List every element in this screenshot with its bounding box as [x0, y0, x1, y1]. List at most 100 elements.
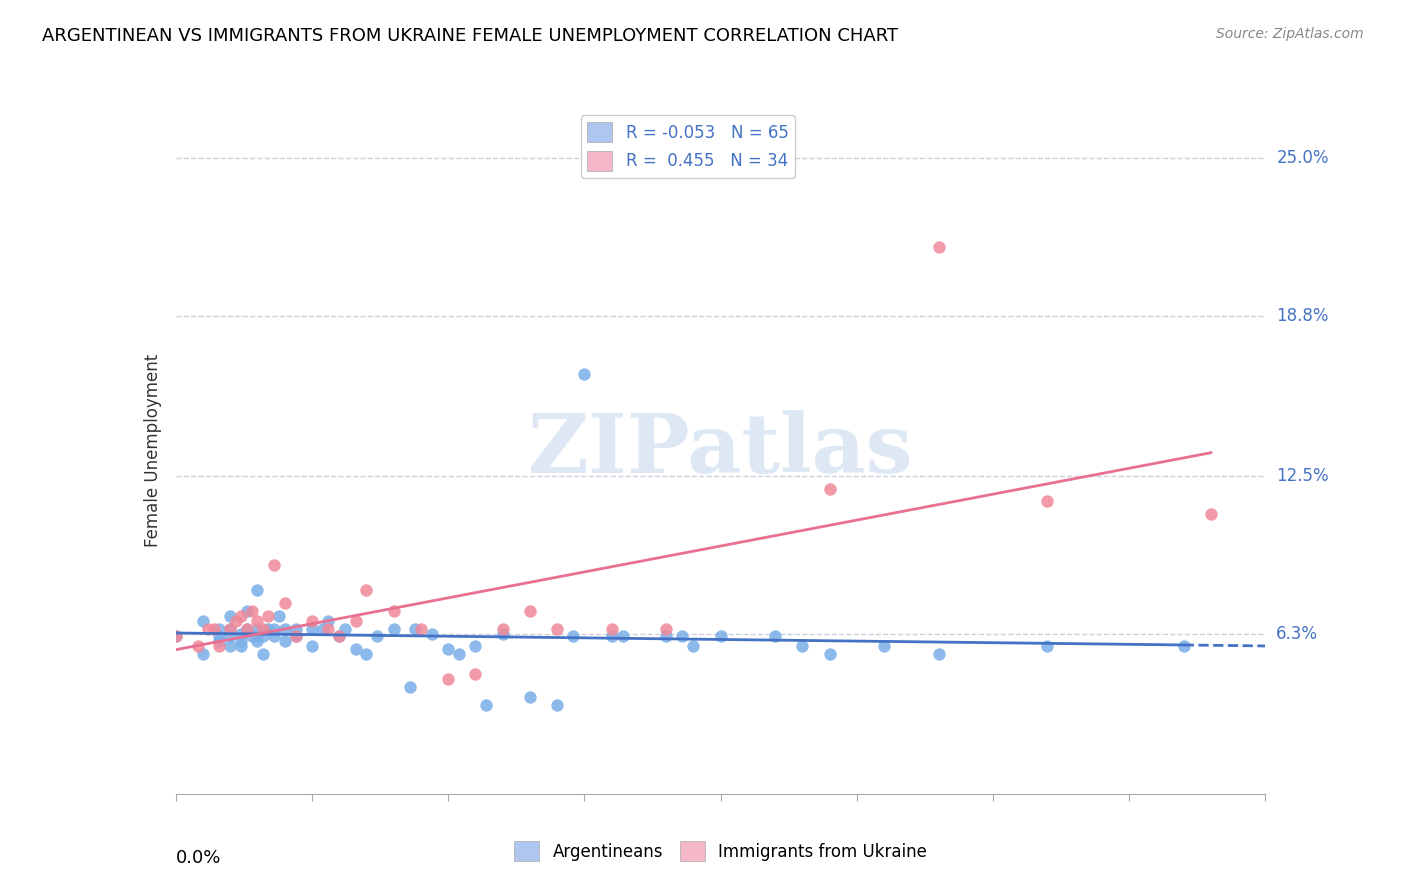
- Text: 12.5%: 12.5%: [1277, 467, 1329, 485]
- Point: [818, 482, 841, 496]
- Legend: Argentineans, Immigrants from Ukraine: Argentineans, Immigrants from Ukraine: [508, 834, 934, 868]
- Point: [447, 647, 470, 661]
- Point: [208, 640, 231, 654]
- Point: [246, 634, 269, 648]
- Point: [873, 640, 896, 654]
- Point: [546, 622, 568, 636]
- Point: [344, 641, 367, 656]
- Point: [464, 667, 486, 681]
- Text: ARGENTINEAN VS IMMIGRANTS FROM UKRAINE FEMALE UNEMPLOYMENT CORRELATION CHART: ARGENTINEAN VS IMMIGRANTS FROM UKRAINE F…: [42, 27, 898, 45]
- Point: [301, 622, 323, 636]
- Point: [257, 622, 280, 636]
- Point: [257, 608, 280, 623]
- Text: ZIPatlas: ZIPatlas: [527, 410, 914, 491]
- Point: [671, 629, 693, 643]
- Point: [252, 622, 274, 636]
- Point: [1036, 640, 1059, 654]
- Point: [600, 629, 623, 643]
- Point: [231, 608, 253, 623]
- Point: [274, 596, 297, 610]
- Point: [208, 622, 231, 636]
- Point: [420, 626, 443, 640]
- Text: 25.0%: 25.0%: [1277, 149, 1329, 167]
- Point: [202, 622, 225, 636]
- Point: [409, 622, 432, 636]
- Text: 6.3%: 6.3%: [1277, 624, 1319, 642]
- Point: [284, 629, 307, 643]
- Point: [1173, 640, 1195, 654]
- Point: [382, 622, 405, 636]
- Point: [405, 622, 427, 636]
- Point: [1199, 507, 1222, 521]
- Text: Source: ZipAtlas.com: Source: ZipAtlas.com: [1216, 27, 1364, 41]
- Point: [263, 558, 285, 572]
- Point: [437, 673, 460, 687]
- Point: [366, 629, 388, 643]
- Point: [301, 614, 323, 628]
- Point: [235, 604, 257, 618]
- Point: [382, 604, 405, 618]
- Point: [219, 622, 242, 636]
- Point: [191, 647, 214, 661]
- Point: [562, 629, 585, 643]
- Point: [356, 583, 378, 598]
- Point: [333, 622, 356, 636]
- Point: [263, 629, 285, 643]
- Point: [252, 647, 274, 661]
- Point: [219, 608, 242, 623]
- Point: [655, 629, 678, 643]
- Point: [318, 622, 340, 636]
- Point: [284, 629, 307, 643]
- Point: [399, 680, 422, 694]
- Point: [246, 622, 269, 636]
- Point: [492, 626, 515, 640]
- Text: 0.0%: 0.0%: [176, 849, 221, 867]
- Point: [186, 640, 209, 654]
- Point: [225, 614, 247, 628]
- Point: [235, 622, 257, 636]
- Point: [219, 629, 242, 643]
- Point: [437, 641, 460, 656]
- Point: [231, 640, 253, 654]
- Point: [600, 622, 623, 636]
- Point: [274, 622, 297, 636]
- Point: [231, 626, 253, 640]
- Point: [235, 622, 257, 636]
- Point: [246, 583, 269, 598]
- Point: [710, 629, 733, 643]
- Point: [208, 629, 231, 643]
- Point: [165, 629, 187, 643]
- Point: [246, 614, 269, 628]
- Point: [263, 622, 285, 636]
- Point: [284, 622, 307, 636]
- Point: [475, 698, 498, 712]
- Point: [231, 634, 253, 648]
- Point: [682, 640, 704, 654]
- Point: [274, 634, 297, 648]
- Point: [312, 622, 335, 636]
- Point: [464, 640, 486, 654]
- Point: [197, 622, 219, 636]
- Point: [191, 614, 214, 628]
- Point: [318, 614, 340, 628]
- Point: [219, 622, 242, 636]
- Point: [246, 629, 269, 643]
- Point: [219, 640, 242, 654]
- Point: [240, 629, 263, 643]
- Point: [240, 604, 263, 618]
- Point: [574, 367, 596, 381]
- Point: [546, 698, 568, 712]
- Point: [818, 647, 841, 661]
- Point: [301, 640, 323, 654]
- Point: [252, 629, 274, 643]
- Point: [928, 647, 950, 661]
- Point: [208, 634, 231, 648]
- Point: [328, 629, 350, 643]
- Point: [328, 629, 350, 643]
- Point: [165, 629, 187, 643]
- Point: [928, 240, 950, 254]
- Point: [356, 647, 378, 661]
- Y-axis label: Female Unemployment: Female Unemployment: [143, 354, 162, 547]
- Point: [763, 629, 786, 643]
- Point: [1036, 494, 1059, 508]
